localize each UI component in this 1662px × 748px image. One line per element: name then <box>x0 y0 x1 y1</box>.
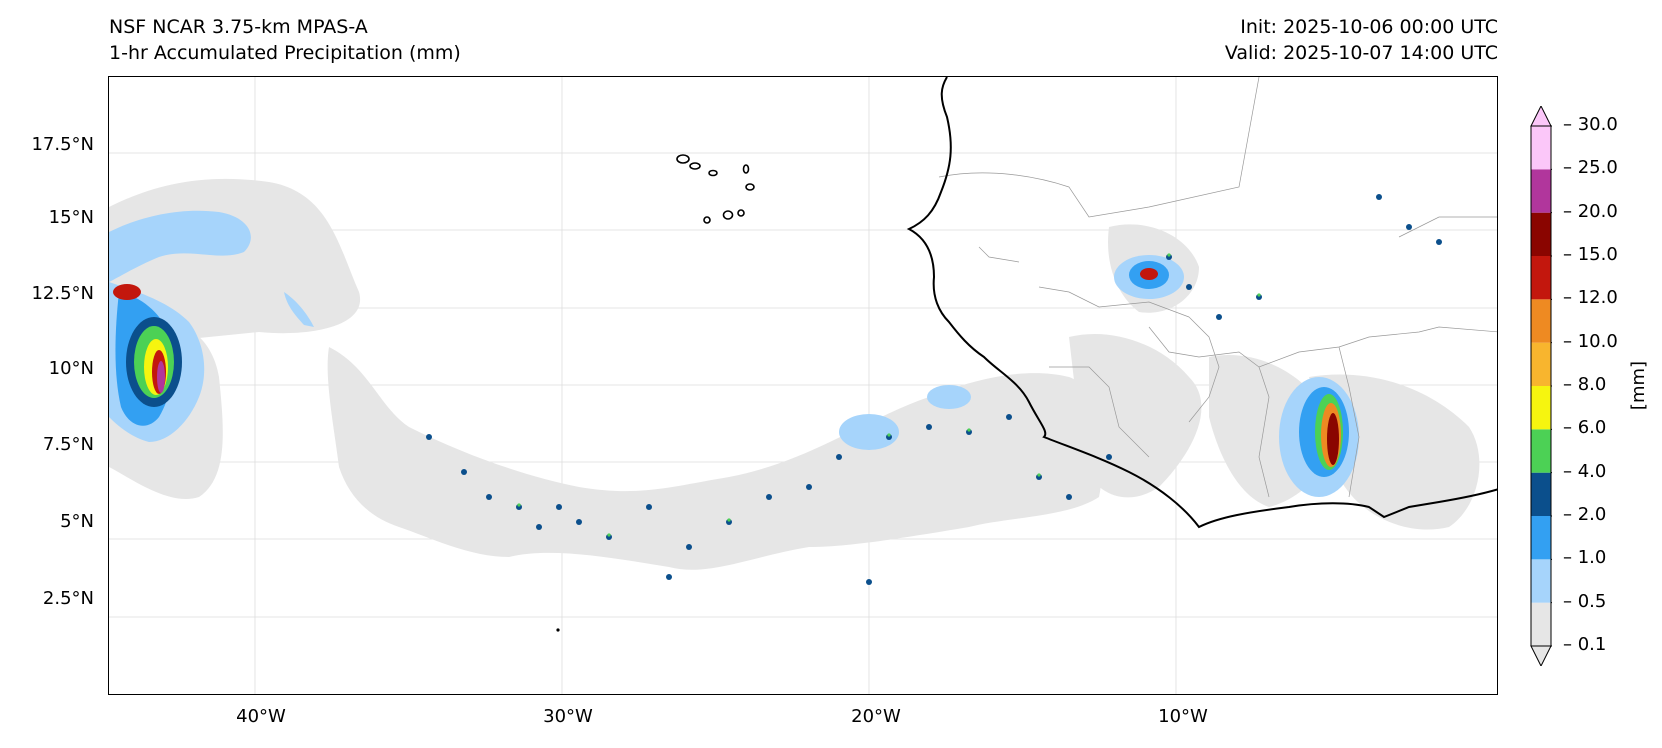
colorbar-segment <box>1531 299 1551 343</box>
small-island <box>556 628 560 632</box>
colorbar-level-label: – 30.0 <box>1563 114 1618 135</box>
colorbar-segment <box>1531 472 1551 516</box>
colorbar-level-label: – 0.5 <box>1563 590 1607 612</box>
colorbar-extend-max <box>1530 106 1552 127</box>
precip-heavy-cores <box>113 268 1343 470</box>
coastline <box>906 77 1497 529</box>
lat-label-7p5: 7.5°N <box>42 434 94 455</box>
colorbar-segment <box>1531 212 1551 256</box>
colorbar-segment <box>1531 126 1551 170</box>
colorbar-extend-min <box>1530 645 1552 666</box>
colorbar-level-label: – 2.0 <box>1563 504 1607 525</box>
colorbar-level-label: – 12.0 <box>1563 287 1618 309</box>
cape-verde-islands <box>676 154 755 224</box>
init-time: Init: 2025-10-06 00:00 UTC <box>1240 16 1498 38</box>
valid-time: Valid: 2025-10-07 14:00 UTC <box>1224 42 1498 64</box>
colorbar-segment <box>1531 169 1551 213</box>
colorbar-level-label: – 4.0 <box>1563 460 1607 482</box>
colorbar-segment <box>1531 342 1551 386</box>
lat-label-10: 10°N <box>48 358 94 379</box>
title-left: NSF NCAR 3.75-km MPAS-A 1-hr Accumulated… <box>109 14 461 66</box>
colorbar-level-label: – 0.1 <box>1563 634 1607 655</box>
lat-label-5: 5°N <box>60 511 94 532</box>
colorbar <box>1530 106 1552 666</box>
colorbar-unit: [mm] <box>1628 360 1650 411</box>
lon-label-30w: 30°W <box>543 706 593 727</box>
country-borders <box>938 77 1497 498</box>
colorbar-segment <box>1531 256 1551 300</box>
colorbar-level-label: – 20.0 <box>1563 200 1618 222</box>
colorbar-segment <box>1531 559 1551 603</box>
title-right: Init: 2025-10-06 00:00 UTC Valid: 2025-1… <box>1225 14 1498 66</box>
lat-label-15: 15°N <box>48 207 94 228</box>
field-title: 1-hr Accumulated Precipitation (mm) <box>109 42 461 64</box>
precip-light-area <box>109 178 1480 570</box>
colorbar-level-label: – 10.0 <box>1563 330 1618 352</box>
model-title: NSF NCAR 3.75-km MPAS-A <box>109 16 368 38</box>
scattered-intense-cells <box>517 253 1261 537</box>
colorbar-segment <box>1531 429 1551 473</box>
colorbar-level-label: – 15.0 <box>1563 244 1618 265</box>
colorbar-level-label: – 1.0 <box>1563 547 1607 569</box>
colorbar-level-label: – 25.0 <box>1563 157 1618 179</box>
colorbar-level-label: – 8.0 <box>1563 374 1607 395</box>
lon-label-40w: 40°W <box>236 706 286 727</box>
lon-label-10w: 10°W <box>1158 706 1208 727</box>
colorbar-segment <box>1531 516 1551 560</box>
lon-label-20w: 20°W <box>851 706 901 727</box>
map-canvas <box>109 77 1497 694</box>
colorbar-segment <box>1531 386 1551 430</box>
colorbar-level-label: – 6.0 <box>1563 417 1607 439</box>
map-panel[interactable] <box>108 76 1498 695</box>
lat-label-12p5: 12.5°N <box>31 283 94 304</box>
lat-label-2p5: 2.5°N <box>42 588 94 609</box>
colorbar-segment <box>1531 602 1551 646</box>
lat-label-17p5: 17.5°N <box>31 134 94 155</box>
